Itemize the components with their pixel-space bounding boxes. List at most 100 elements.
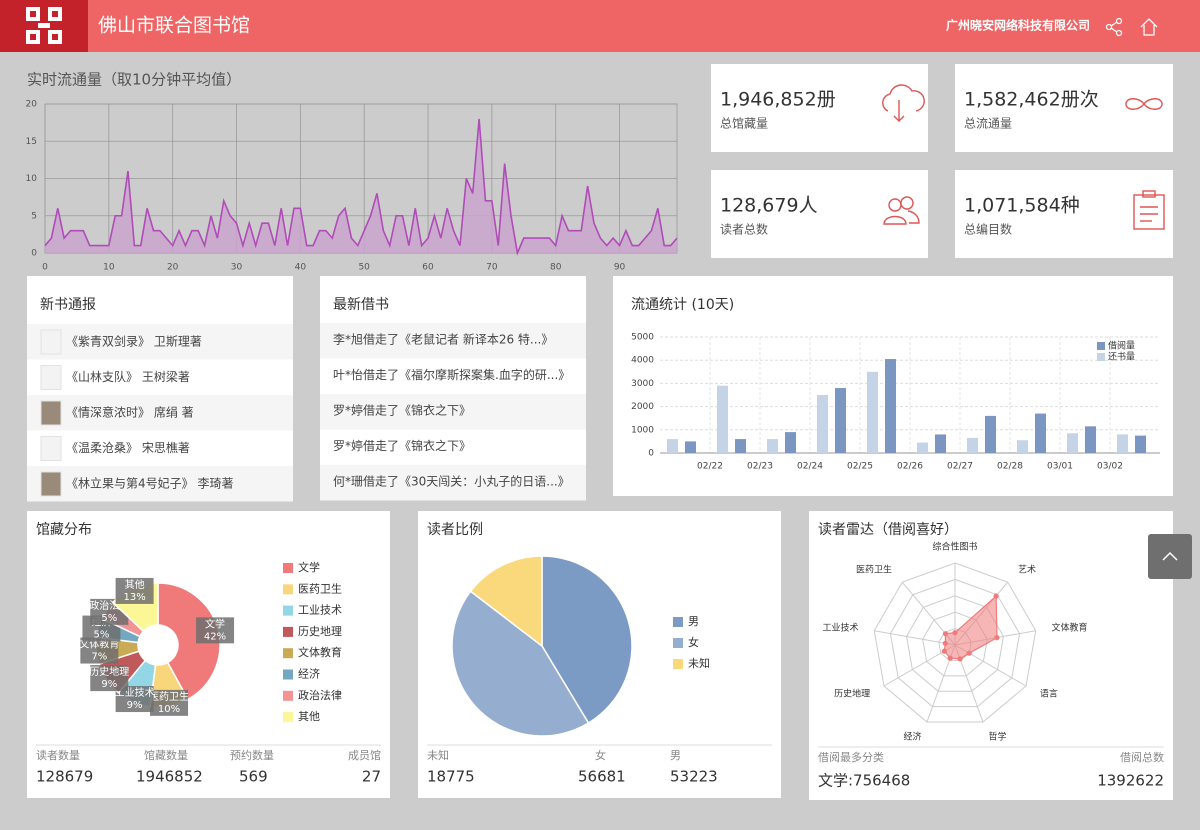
axis-label: 哲学 [989,731,1007,743]
book-cover [40,365,62,390]
legend-label: 借阅量 [1108,340,1135,352]
legend-label: 还书量 [1108,351,1135,363]
summary-label: 男 [670,749,681,762]
share-icon[interactable] [1105,17,1123,37]
x-tick-label: 70 [486,263,498,273]
list-item: 《情深意浓时》 席绢 著 [66,405,194,420]
summary-label: 读者数量 [36,748,80,762]
list-item: 《山林支队》 王树梁著 [66,369,190,384]
slice-value: 10% [158,704,180,715]
book-cover [40,400,62,426]
book-cover [40,329,62,355]
x-tick-label: 30 [231,263,243,273]
x-tick-label: 03/02 [1097,462,1123,472]
list-row [27,466,293,502]
chevron [1162,551,1178,561]
label-box [90,665,129,692]
bar [685,441,696,453]
summary-value: 18775 [427,768,475,786]
axis-label: 艺术 [1018,563,1036,575]
legend-label: 未知 [688,656,710,670]
stat-value: 1,582,462册次 [964,89,1099,111]
summary-value: 56681 [578,768,626,786]
stat-value: 1,071,584种 [964,195,1080,217]
stat-label: 总流通量 [964,117,1012,131]
legend-swatch [283,648,293,659]
bar [817,395,828,453]
y-tick-label: 0 [648,449,654,459]
spoke [874,630,956,646]
users-icon [883,196,920,225]
legend-swatch [673,617,683,627]
stat-label: 读者总数 [720,222,768,237]
legend-label: 其他 [298,710,320,723]
panel-title: 最新借书 [333,297,389,313]
x-tick-label: 50 [358,263,370,273]
bar [1117,434,1128,453]
book-cover [40,471,62,497]
grid-ring [873,562,1037,723]
y-tick-label: 5 [31,211,37,221]
legend-swatch [283,605,293,616]
stat-value: 1,946,852册 [720,89,836,111]
radar-area [943,594,998,660]
axis-label: 经济 [903,731,921,743]
scroll-top-button[interactable] [1148,534,1192,579]
radar-point [952,630,958,636]
scroll-top[interactable] [1148,534,1192,579]
list-item: 《林立果与第4号妃子》 李琦著 [66,476,233,491]
list-row [27,395,293,431]
site-title: 佛山市联合图书馆 [98,15,250,37]
chart-title: 馆藏分布 [36,522,92,538]
doc-icon [1133,190,1165,230]
label-box [150,689,189,716]
bar [867,371,878,453]
summary-value: 文学:756468 [818,772,910,790]
slice-value: 9% [101,679,117,690]
list-item: 罗*婷借走了《锦衣之下》 [333,403,471,418]
radar-point [942,631,949,637]
slice [541,555,633,725]
panel-title: 新书通报 [40,297,96,313]
summary-value: 128679 [36,768,93,786]
bar [917,442,928,453]
y-tick-label: 2000 [631,402,654,412]
stat-card [711,170,928,258]
logo [26,7,62,44]
summary-label: 借阅最多分类 [818,750,884,764]
legend-label: 男 [688,615,699,628]
company: 广州晓安网络科技有限公司 [946,18,1090,33]
bar [735,439,746,453]
x-tick-label: 02/23 [747,462,773,472]
y-tick-label: 0 [31,249,37,259]
summary-value: 53223 [670,768,718,786]
label-box [115,577,154,604]
axis-label: 历史地理 [834,688,870,700]
x-tick-label: 0 [42,263,48,273]
y-tick-label: 10 [26,174,38,184]
radar-point [966,650,972,656]
bar [1017,440,1028,453]
legend-swatch [283,712,293,723]
slice-value: 13% [123,592,145,603]
radar-point [957,656,963,662]
home-icon[interactable] [1140,18,1158,36]
x-tick-label: 80 [550,263,562,273]
y-tick-label: 1000 [631,425,654,435]
slice [157,582,221,701]
slice-label: 医药卫生 [149,690,189,703]
list-row [320,429,586,465]
x-tick-label: 02/26 [897,462,923,472]
summary-value: 1946852 [136,768,203,786]
bar [717,385,728,453]
book-cover [40,436,62,461]
slice-label: 其他 [125,578,145,591]
list-item: 罗*婷借走了《锦衣之下》 [333,438,471,453]
legend-label: 女 [688,635,699,649]
list-item: 李*旭借走了《老鼠记者 新译本26 特...》 [333,332,553,347]
stat-card [955,64,1173,152]
stat-value: 128,679人 [720,195,818,217]
summary-label: 馆藏数量 [144,748,188,762]
legend-swatch [673,638,683,648]
y-tick-label: 5000 [631,333,654,343]
